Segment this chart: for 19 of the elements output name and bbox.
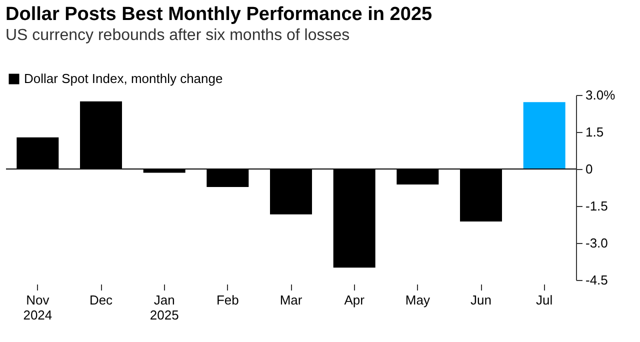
y-tick-label: -4.5	[586, 272, 608, 288]
y-tick-label: 1.5	[586, 124, 604, 140]
x-tick-label: Dec	[89, 292, 114, 308]
y-tick-label: -3.0	[586, 236, 608, 250]
y-tick-label: 0	[586, 162, 593, 176]
x-tick-label: May	[405, 292, 430, 308]
x-tick-label: Apr	[344, 292, 366, 308]
chart-title: Dollar Posts Best Monthly Performance in 2025	[6, 4, 433, 25]
bar	[523, 102, 566, 169]
chart-subtitle: US currency rebounds after six months of losses	[6, 27, 350, 44]
x-tick-label: Jan 2025	[150, 292, 179, 322]
x-tick-label: Mar	[280, 292, 303, 308]
y-tick-label: 3.0%	[586, 88, 616, 102]
y-tick-label: -1.5	[586, 198, 608, 214]
x-tick-label: Jul	[536, 292, 553, 308]
x-tick-label: Nov 2024	[23, 292, 52, 322]
x-tick-label: Feb	[216, 292, 239, 308]
legend-label: Dollar Spot Index, monthly change	[24, 71, 223, 86]
x-tick-label: Jun	[470, 292, 492, 308]
